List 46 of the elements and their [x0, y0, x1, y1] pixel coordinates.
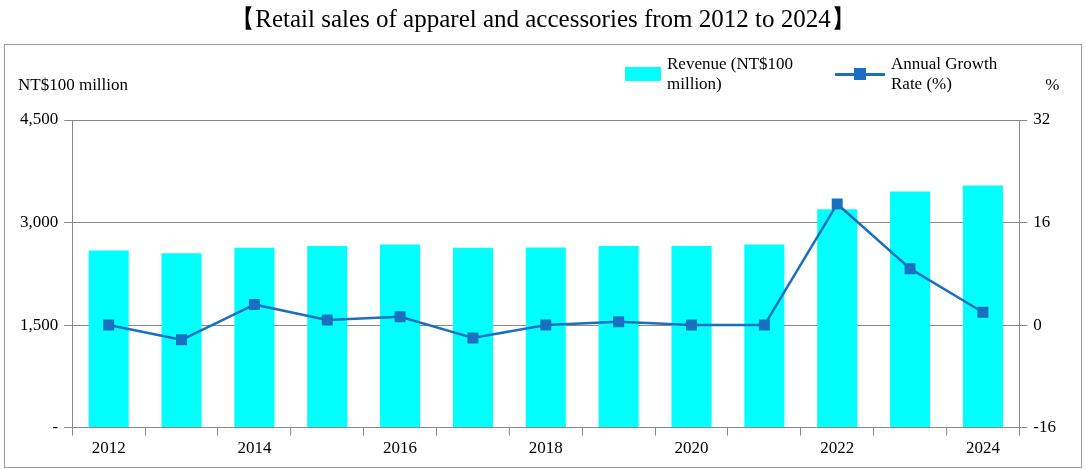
point	[904, 263, 916, 275]
legend-label: Annual Growth Rate (%)	[891, 54, 999, 94]
point	[176, 334, 188, 346]
y2-tick-label: 0	[1033, 314, 1042, 334]
x-tick-label: 2024	[965, 438, 1001, 458]
y2-axis-title: %	[1045, 75, 1060, 94]
bar	[525, 247, 566, 428]
point	[103, 319, 115, 331]
bar	[962, 185, 1003, 428]
point	[394, 311, 406, 323]
point	[758, 319, 770, 331]
chart-title: 【Retail sales of apparel and accessories from 2012 to 2024】	[229, 4, 857, 34]
y-tick-label: 4,500	[20, 109, 59, 129]
y-tick-label: -	[52, 417, 59, 437]
y-axis-title: NT$100 million	[18, 75, 129, 94]
point	[467, 332, 479, 344]
bar	[161, 253, 202, 428]
x-tick-label: 2012	[91, 438, 126, 458]
point	[613, 316, 625, 328]
point	[977, 306, 989, 318]
bar	[88, 250, 129, 428]
x-tick-label: 2016	[383, 438, 418, 458]
bar	[744, 244, 785, 428]
bar	[598, 245, 639, 428]
x-tick-label: 2020	[674, 438, 709, 458]
x-tick-label: 2014	[237, 438, 272, 458]
y-tick-label: 3,000	[20, 212, 59, 231]
x-tick-label: 2018	[528, 438, 563, 458]
point	[321, 314, 333, 326]
point	[540, 319, 552, 331]
bar	[890, 191, 931, 428]
y-tick-label: 1,500	[20, 314, 59, 334]
y2-tick-label: -16	[1033, 417, 1057, 437]
point	[248, 299, 260, 311]
y2-tick-label: 32	[1033, 109, 1051, 129]
legend-label: Revenue (NT$100 million)	[667, 54, 795, 94]
x-tick-label: 2022	[820, 438, 855, 458]
bar	[817, 209, 858, 428]
bar	[452, 247, 493, 428]
bar	[234, 247, 275, 428]
point	[831, 198, 843, 210]
bar	[307, 246, 348, 428]
bar	[380, 244, 421, 428]
y2-tick-label: 16	[1033, 212, 1051, 231]
bar	[671, 245, 712, 428]
point	[686, 319, 697, 331]
